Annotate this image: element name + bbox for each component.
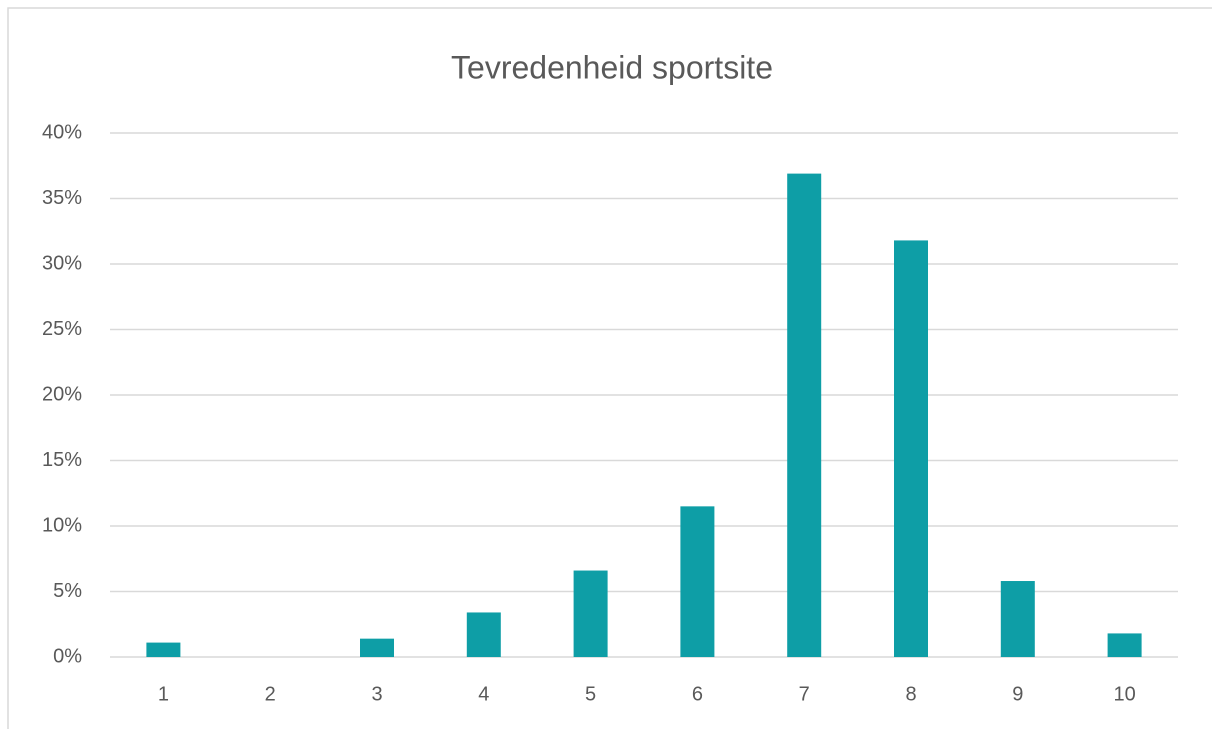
y-tick-label: 30%	[42, 252, 82, 274]
x-tick-label: 3	[371, 683, 382, 705]
bar	[466, 612, 501, 657]
x-tick-label: 8	[905, 683, 916, 705]
x-tick-label: 5	[585, 683, 596, 705]
y-tick-label: 15%	[42, 449, 82, 471]
x-tick-label: 4	[478, 683, 489, 705]
y-tick-label: 40%	[42, 121, 82, 143]
y-tick-label: 25%	[42, 318, 82, 340]
bar	[894, 240, 928, 658]
x-tick-label: 1	[158, 683, 169, 705]
bar	[787, 173, 822, 658]
chart-title: Tevredenheid sportsite	[451, 49, 773, 85]
x-tick-label: 10	[1113, 683, 1135, 705]
y-tick-label: 35%	[42, 187, 82, 209]
bar	[680, 506, 715, 657]
x-tick-label: 9	[1012, 683, 1023, 705]
bar	[1000, 581, 1035, 657]
x-tick-label: 7	[799, 683, 810, 705]
bar	[1107, 633, 1142, 657]
x-tick-label: 6	[692, 683, 703, 705]
y-tick-label: 0%	[53, 645, 82, 667]
y-tick-label: 10%	[42, 514, 82, 536]
bar	[573, 570, 608, 657]
y-tick-label: 20%	[42, 383, 82, 405]
bar	[146, 642, 181, 657]
x-tick-label: 2	[265, 683, 276, 705]
y-tick-label: 5%	[53, 580, 82, 602]
bar	[360, 638, 394, 657]
